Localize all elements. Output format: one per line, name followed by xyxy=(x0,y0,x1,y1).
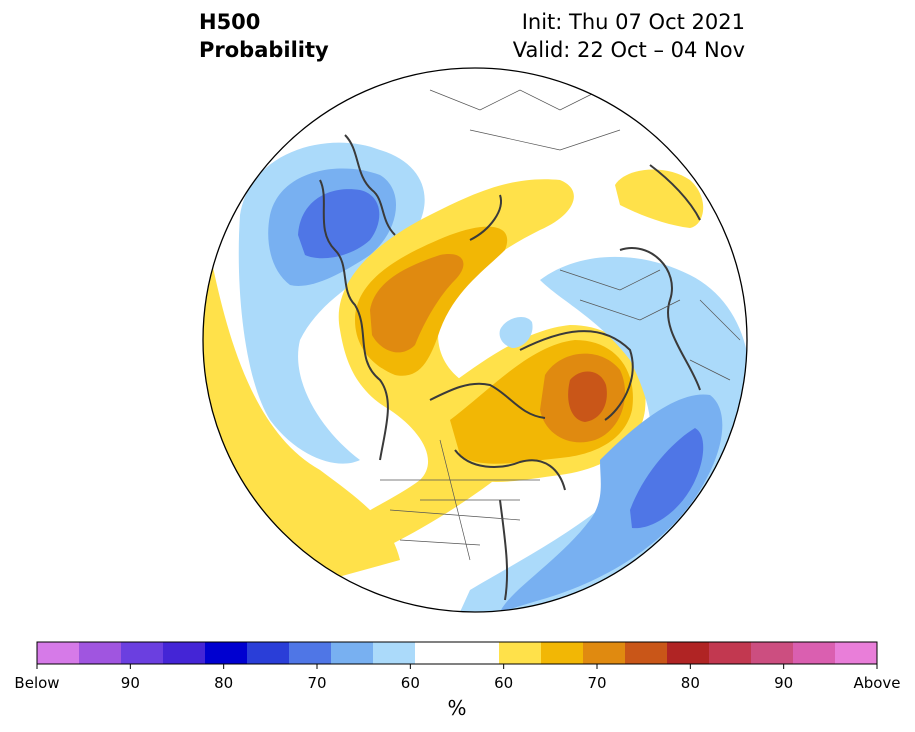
colorbar-cell xyxy=(415,642,458,664)
borders xyxy=(380,89,741,561)
colorbar-cell xyxy=(79,642,122,664)
colorbar-tick-label: 60 xyxy=(400,674,420,692)
polar-map xyxy=(202,67,748,613)
below-mid-east xyxy=(500,394,723,612)
colorbar-cell xyxy=(751,642,794,664)
above-orange-north xyxy=(370,254,464,353)
colorbar-tick-label: 90 xyxy=(120,674,140,692)
colorbar-cell xyxy=(121,642,164,664)
colorbar-cell xyxy=(373,642,416,664)
above-region-europe xyxy=(615,169,704,228)
colorbar-frame xyxy=(36,641,878,665)
colorbar-cell xyxy=(247,642,290,664)
colorbar-cell xyxy=(499,642,542,664)
colorbar-cell xyxy=(793,642,836,664)
init-date: Init: Thu 07 Oct 2021 xyxy=(521,10,745,34)
colorbar-cell xyxy=(289,642,332,664)
colorbar-tick-label: 90 xyxy=(774,674,794,692)
below-core-east xyxy=(630,428,704,529)
chart-dates: Init: Thu 07 Oct 2021 Valid: 22 Oct – 04… xyxy=(513,8,745,64)
colorbar-tick-label: 70 xyxy=(307,674,327,692)
colorbar-cell xyxy=(625,642,668,664)
valid-dates: Valid: 22 Oct – 04 Nov xyxy=(512,38,745,62)
below-spot-arctic xyxy=(499,316,533,348)
above-core-east xyxy=(568,371,607,422)
colorbar-cell xyxy=(541,642,584,664)
colorbar-tick-label: Above xyxy=(853,674,901,692)
title-type: Probability xyxy=(199,38,329,62)
colorbar-cell xyxy=(163,642,206,664)
below-core-west xyxy=(298,189,380,259)
colorbar-cell xyxy=(331,642,374,664)
colorbar-unit: % xyxy=(447,696,467,720)
colorbar-cell xyxy=(37,642,80,664)
colorbar-cell xyxy=(457,642,500,664)
colorbar-cells xyxy=(37,642,878,664)
map-boundary xyxy=(202,67,748,613)
chart-title: H500 Probability xyxy=(199,8,329,64)
colorbar-cell xyxy=(583,642,626,664)
colorbar-tick-label: 70 xyxy=(587,674,607,692)
colorbar-cell xyxy=(667,642,710,664)
coastlines xyxy=(319,134,701,601)
colorbar-cell xyxy=(835,642,878,664)
colorbar-tick-label: 80 xyxy=(214,674,234,692)
colorbar-tick-label: Below xyxy=(14,674,60,692)
colorbar-tick-label: 60 xyxy=(494,674,514,692)
colorbar-tick-label: 80 xyxy=(680,674,700,692)
title-variable: H500 xyxy=(199,10,261,34)
colorbar-tick-marks xyxy=(36,664,878,669)
colorbar-cell xyxy=(205,642,248,664)
colorbar-cell xyxy=(709,642,752,664)
